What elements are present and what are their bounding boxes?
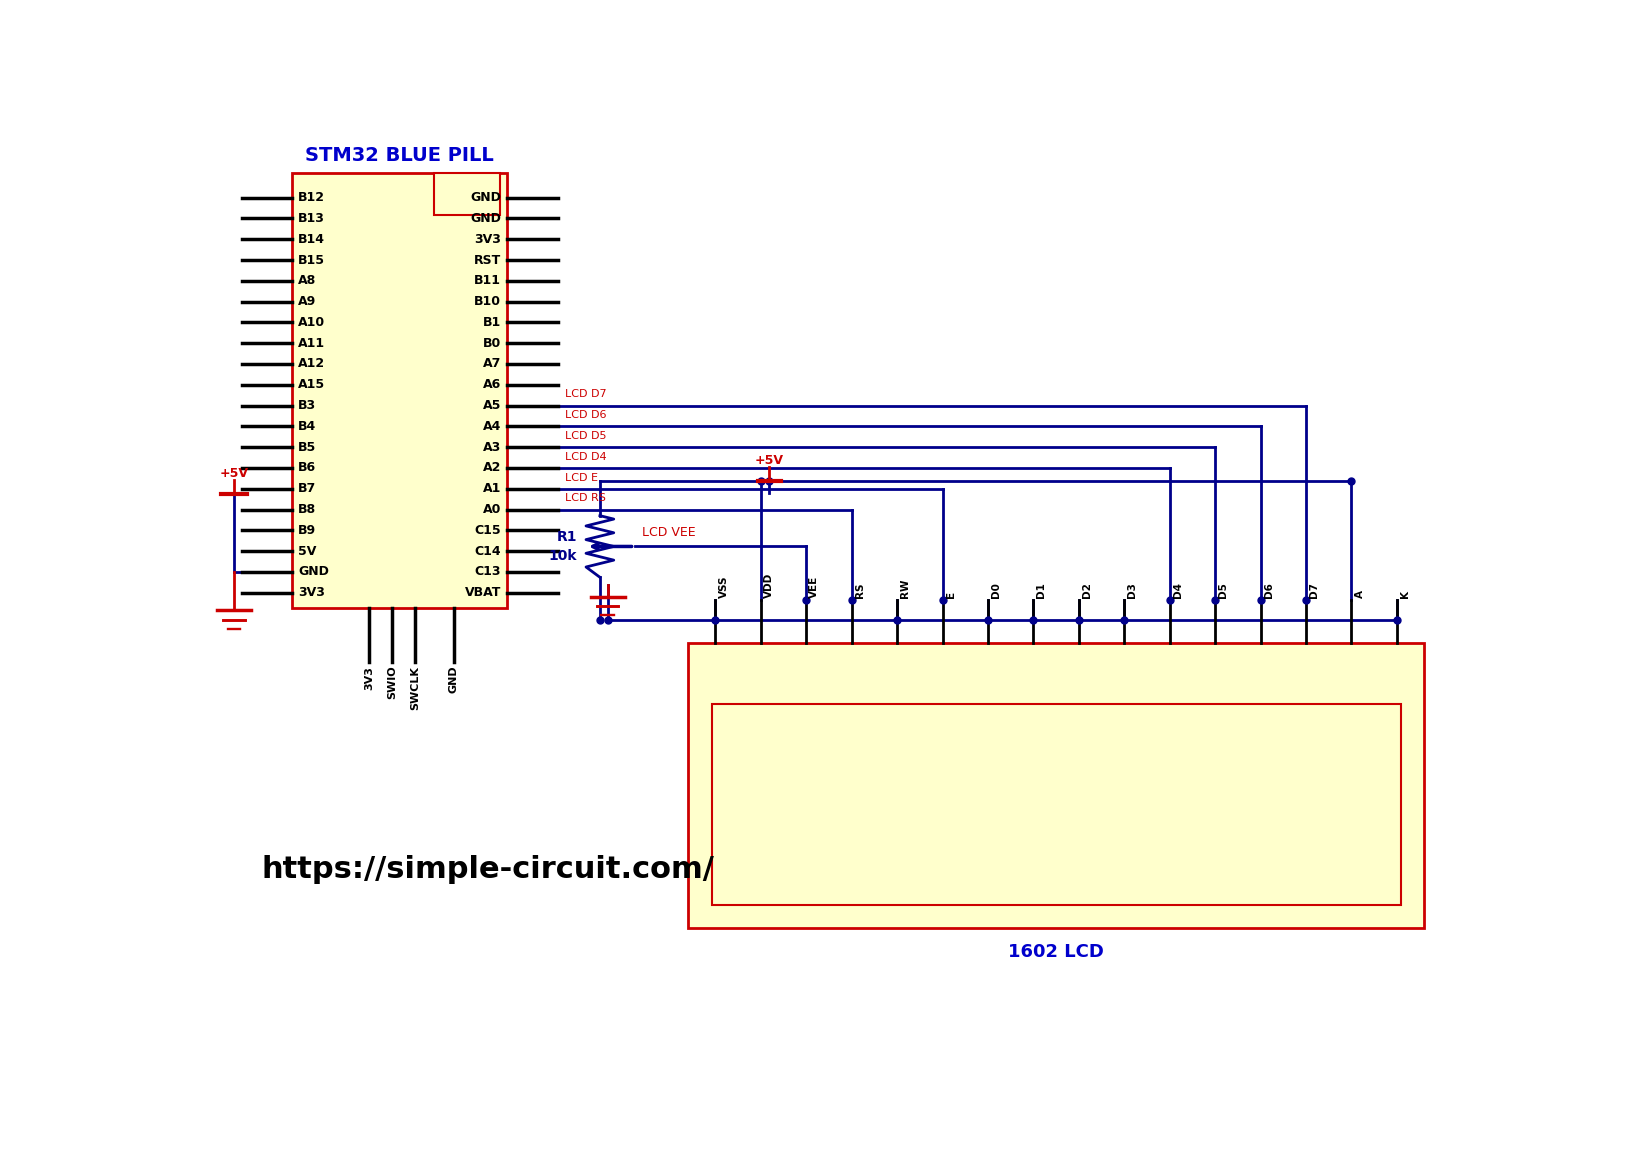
Text: GND: GND — [471, 212, 502, 225]
Text: LCD E: LCD E — [566, 473, 598, 483]
Text: D4: D4 — [1173, 582, 1183, 598]
Text: A12: A12 — [297, 357, 325, 370]
Text: A11: A11 — [297, 337, 325, 349]
Text: B13: B13 — [297, 212, 325, 225]
Text: LCD D5: LCD D5 — [566, 431, 606, 440]
Text: B9: B9 — [297, 523, 317, 537]
Text: GND: GND — [471, 191, 502, 204]
Bar — [434, 173, 500, 216]
Text: B1: B1 — [483, 316, 502, 329]
Text: VEE: VEE — [809, 575, 819, 598]
Text: GND: GND — [449, 665, 458, 693]
Text: VSS: VSS — [718, 575, 728, 598]
Bar — [292, 173, 507, 608]
Text: 3V3: 3V3 — [364, 665, 374, 689]
Text: RS: RS — [855, 582, 864, 598]
Text: B10: B10 — [474, 295, 502, 308]
Text: B11: B11 — [474, 274, 502, 287]
Text: A5: A5 — [483, 399, 502, 412]
Text: D1: D1 — [1037, 582, 1046, 598]
Text: D5: D5 — [1219, 582, 1228, 598]
Text: 10k: 10k — [548, 549, 577, 563]
Text: K: K — [1399, 590, 1410, 598]
Text: D6: D6 — [1264, 582, 1274, 598]
Text: +5V: +5V — [754, 454, 783, 467]
Text: LCD D7: LCD D7 — [566, 390, 606, 399]
Text: B4: B4 — [297, 420, 317, 432]
Bar — [712, 704, 1401, 904]
Text: RW: RW — [900, 579, 910, 598]
Text: A0: A0 — [483, 503, 502, 517]
Text: A: A — [1355, 590, 1365, 598]
Text: D7: D7 — [1310, 582, 1320, 598]
Text: 3V3: 3V3 — [297, 586, 325, 600]
Text: STM32 BLUE PILL: STM32 BLUE PILL — [306, 146, 494, 165]
Text: A2: A2 — [483, 461, 502, 474]
Text: E: E — [946, 591, 955, 598]
Text: https://simple-circuit.com/: https://simple-circuit.com/ — [262, 856, 713, 884]
Text: RST: RST — [474, 254, 502, 266]
Text: LCD D4: LCD D4 — [566, 452, 606, 461]
Text: A6: A6 — [483, 378, 502, 391]
Text: B15: B15 — [297, 254, 325, 266]
Text: A8: A8 — [297, 274, 317, 287]
Text: B0: B0 — [483, 337, 502, 349]
Text: 1602 LCD: 1602 LCD — [1008, 943, 1103, 960]
Text: B14: B14 — [297, 233, 325, 246]
Text: B6: B6 — [297, 461, 317, 474]
Text: A3: A3 — [483, 440, 502, 453]
Text: LCD VEE: LCD VEE — [642, 526, 696, 538]
Text: 3V3: 3V3 — [474, 233, 502, 246]
Text: B12: B12 — [297, 191, 325, 204]
Text: C15: C15 — [474, 523, 502, 537]
Text: D2: D2 — [1082, 582, 1092, 598]
Text: A4: A4 — [483, 420, 502, 432]
Bar — [689, 642, 1424, 928]
Text: A10: A10 — [297, 316, 325, 329]
Text: SWIO: SWIO — [387, 665, 396, 700]
Text: D0: D0 — [991, 582, 1001, 598]
Text: C13: C13 — [474, 565, 502, 579]
Text: +5V: +5V — [219, 467, 249, 481]
Text: A15: A15 — [297, 378, 325, 391]
Text: B5: B5 — [297, 440, 317, 453]
Text: A7: A7 — [483, 357, 502, 370]
Text: VBAT: VBAT — [465, 586, 502, 600]
Text: VDD: VDD — [764, 573, 774, 598]
Text: SWCLK: SWCLK — [410, 665, 421, 710]
Text: R1: R1 — [556, 530, 577, 544]
Text: A9: A9 — [297, 295, 317, 308]
Text: 5V: 5V — [297, 544, 317, 558]
Text: D3: D3 — [1128, 582, 1138, 598]
Text: A1: A1 — [483, 482, 502, 495]
Text: GND: GND — [297, 565, 328, 579]
Text: LCD RS: LCD RS — [566, 493, 606, 504]
Text: C14: C14 — [474, 544, 502, 558]
Text: B3: B3 — [297, 399, 317, 412]
Text: B8: B8 — [297, 503, 317, 517]
Text: B7: B7 — [297, 482, 317, 495]
Text: LCD D6: LCD D6 — [566, 410, 606, 420]
